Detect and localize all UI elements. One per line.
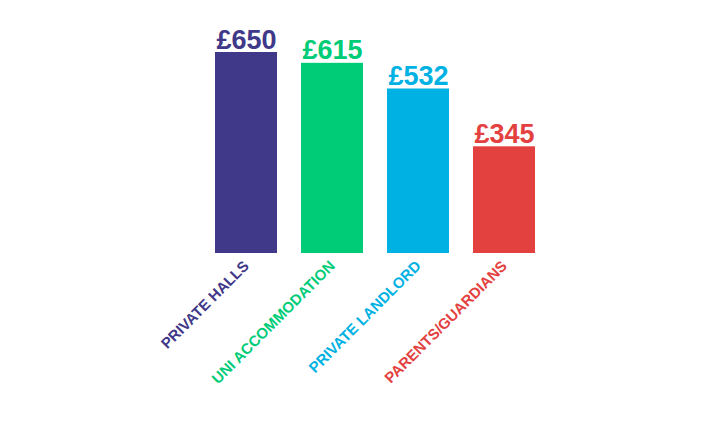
svg-text:£532: £532 — [388, 61, 448, 91]
svg-text:£345: £345 — [474, 119, 534, 149]
svg-text:£650: £650 — [216, 25, 276, 55]
svg-text:PRIVATE LANDLORD: PRIVATE LANDLORD — [305, 257, 424, 376]
svg-text:PARENTS/GUARDIANS: PARENTS/GUARDIANS — [381, 257, 510, 386]
svg-text:PRIVATE HALLS: PRIVATE HALLS — [157, 257, 252, 352]
svg-text:UNI ACCOMMODATION: UNI ACCOMMODATION — [208, 257, 338, 387]
svg-text:£615: £615 — [302, 35, 362, 65]
